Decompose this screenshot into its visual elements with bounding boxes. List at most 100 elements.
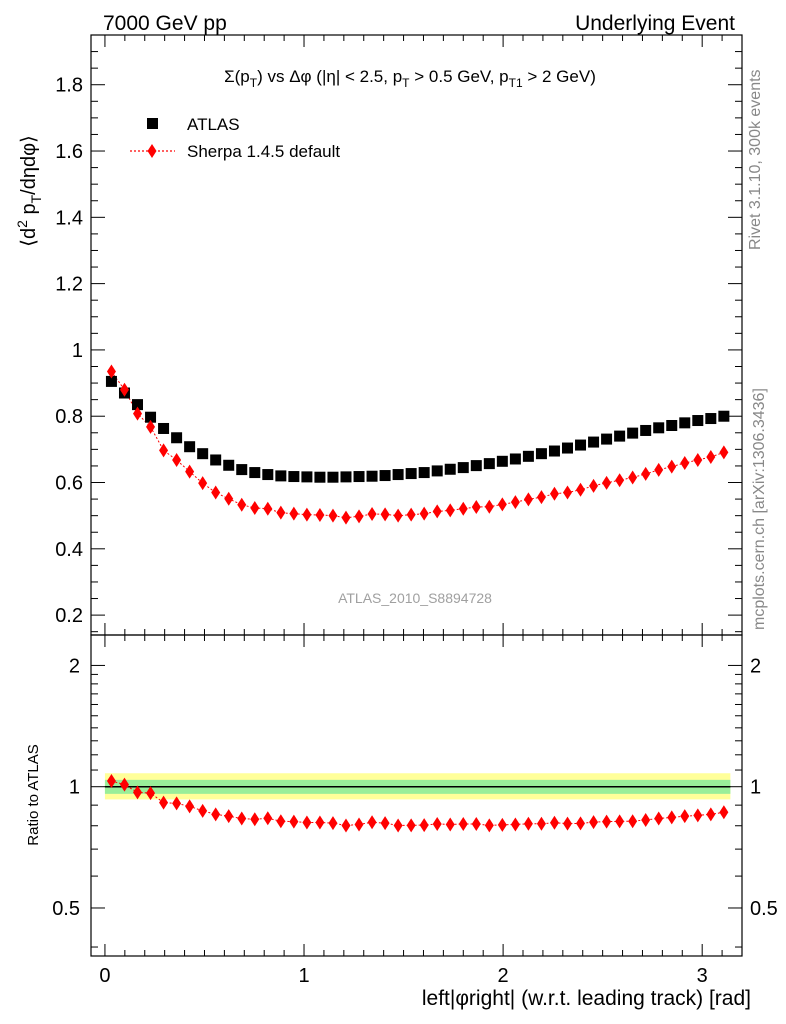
atlas-point [340, 471, 352, 483]
atlas-point [705, 413, 717, 425]
atlas-point [288, 471, 300, 483]
sherpa-point [523, 492, 533, 507]
sherpa-line [110, 371, 725, 519]
ratio-sherpa-point [667, 810, 677, 825]
atlas-point [640, 424, 652, 436]
atlas-point [197, 448, 209, 460]
header-process-label: Underlying Event [575, 12, 735, 35]
atlas-point [575, 439, 587, 451]
main-y-tick-label: 1 [72, 340, 83, 362]
atlas-point [431, 465, 443, 477]
sherpa-point [133, 406, 143, 421]
ratio-sherpa-point [445, 817, 455, 832]
atlas-point [548, 445, 560, 457]
ratio-sherpa-point [576, 816, 586, 831]
atlas-point [418, 467, 430, 479]
main-y-axis-label: ⟨d2 pT/dηdφ⟩ [14, 135, 44, 247]
atlas-point [379, 470, 391, 482]
atlas-point [692, 415, 704, 427]
atlas-point [236, 464, 248, 476]
ratio-sherpa-point [354, 817, 364, 832]
ratio-sherpa-point [484, 818, 494, 833]
ratio-plot-frame [90, 634, 743, 957]
atlas-point [405, 468, 417, 480]
sherpa-point [419, 506, 429, 521]
atlas-point [366, 470, 378, 482]
ratio-band-layer [104, 773, 731, 800]
sherpa-point [159, 443, 169, 458]
ratio-sherpa-point [641, 812, 651, 827]
sherpa-point [549, 486, 559, 501]
sherpa-point [719, 445, 729, 460]
sherpa-point [497, 497, 507, 512]
atlas-point [223, 459, 235, 471]
plot-title: Σ(pT) vs Δφ (|η| < 2.5, pT > 0.5 GeV, pT… [224, 67, 596, 90]
ratio-sherpa-point [250, 812, 260, 827]
sherpa-point [589, 478, 599, 493]
sherpa-point [224, 491, 234, 506]
ratio-sherpa-point [119, 777, 129, 792]
x-tick-label: 3 [697, 965, 708, 987]
main-y-tick-label: 1.4 [55, 207, 83, 229]
main-y-tick-label: 1.6 [55, 141, 83, 163]
ratio-sherpa-point [406, 818, 416, 833]
mcplots-source-label: mcplots.cern.ch [arXiv:1306.3436] [751, 388, 768, 630]
sherpa-point [484, 499, 494, 514]
atlas-point [171, 432, 183, 444]
ratio-sherpa-point [289, 814, 299, 829]
analysis-watermark: ATLAS_2010_S8894728 [338, 590, 492, 606]
ratio-tick-layer: 0 1 2 3 0.5 0.5 1 1 2 2 [52, 635, 778, 987]
ratio-sherpa-point [367, 815, 377, 830]
atlas-point [158, 422, 170, 434]
ratio-sherpa-point [172, 796, 182, 811]
ratio-y-tick-label-left: 2 [69, 655, 80, 677]
legend-sherpa-marker [147, 144, 157, 158]
atlas-point [301, 471, 313, 483]
legend-atlas-label: ATLAS [187, 115, 240, 134]
ratio-sherpa-point [393, 818, 403, 833]
sherpa-point [198, 476, 208, 491]
atlas-point [509, 453, 521, 465]
ratio-sherpa-point [589, 815, 599, 830]
ratio-sherpa-point [263, 811, 273, 826]
atlas-point [105, 375, 117, 387]
atlas-point [132, 399, 144, 411]
sherpa-point [106, 364, 116, 379]
atlas-point [653, 422, 665, 434]
header-collision-label: 7000 GeV pp [103, 12, 227, 35]
atlas-point [470, 460, 482, 472]
main-panel: 0.2 0.4 0.6 0.8 1 1.2 1.4 1.6 1.8 Σ(pT) vs Δφ (|… [14, 34, 743, 636]
main-y-tick-label: 0.2 [55, 605, 83, 627]
sherpa-point [471, 500, 481, 515]
atlas-point [496, 455, 508, 467]
main-y-tick-label: 0.6 [55, 473, 83, 495]
atlas-point [457, 462, 469, 474]
ratio-sherpa-point [224, 809, 234, 824]
sherpa-point [172, 452, 182, 467]
sherpa-point [693, 452, 703, 467]
main-y-tick-label: 0.8 [55, 406, 83, 428]
ratio-sherpa-point [615, 814, 625, 829]
sherpa-point [354, 509, 364, 524]
atlas-point [666, 419, 678, 431]
atlas-point [614, 430, 626, 442]
ratio-sherpa-point [328, 816, 338, 831]
atlas-point [718, 410, 730, 422]
sherpa-point [328, 508, 338, 523]
legend-sherpa-label: Sherpa 1.4.5 default [187, 142, 340, 161]
ratio-sherpa-point [133, 785, 143, 800]
sherpa-point [119, 382, 129, 397]
sherpa-point [576, 482, 586, 497]
ratio-y-tick-label-left: 0.5 [52, 898, 80, 920]
x-tick-label: 0 [99, 965, 110, 987]
atlas-point [314, 471, 326, 483]
atlas-point [679, 417, 691, 429]
atlas-point [601, 433, 613, 445]
sherpa-point [654, 462, 664, 477]
ratio-y-tick-label-right: 1 [750, 777, 761, 799]
atlas-point [262, 469, 274, 481]
sherpa-point [302, 507, 312, 522]
ratio-sherpa-point [510, 817, 520, 832]
ratio-sherpa-point [432, 817, 442, 832]
ratio-sherpa-point [380, 816, 390, 831]
